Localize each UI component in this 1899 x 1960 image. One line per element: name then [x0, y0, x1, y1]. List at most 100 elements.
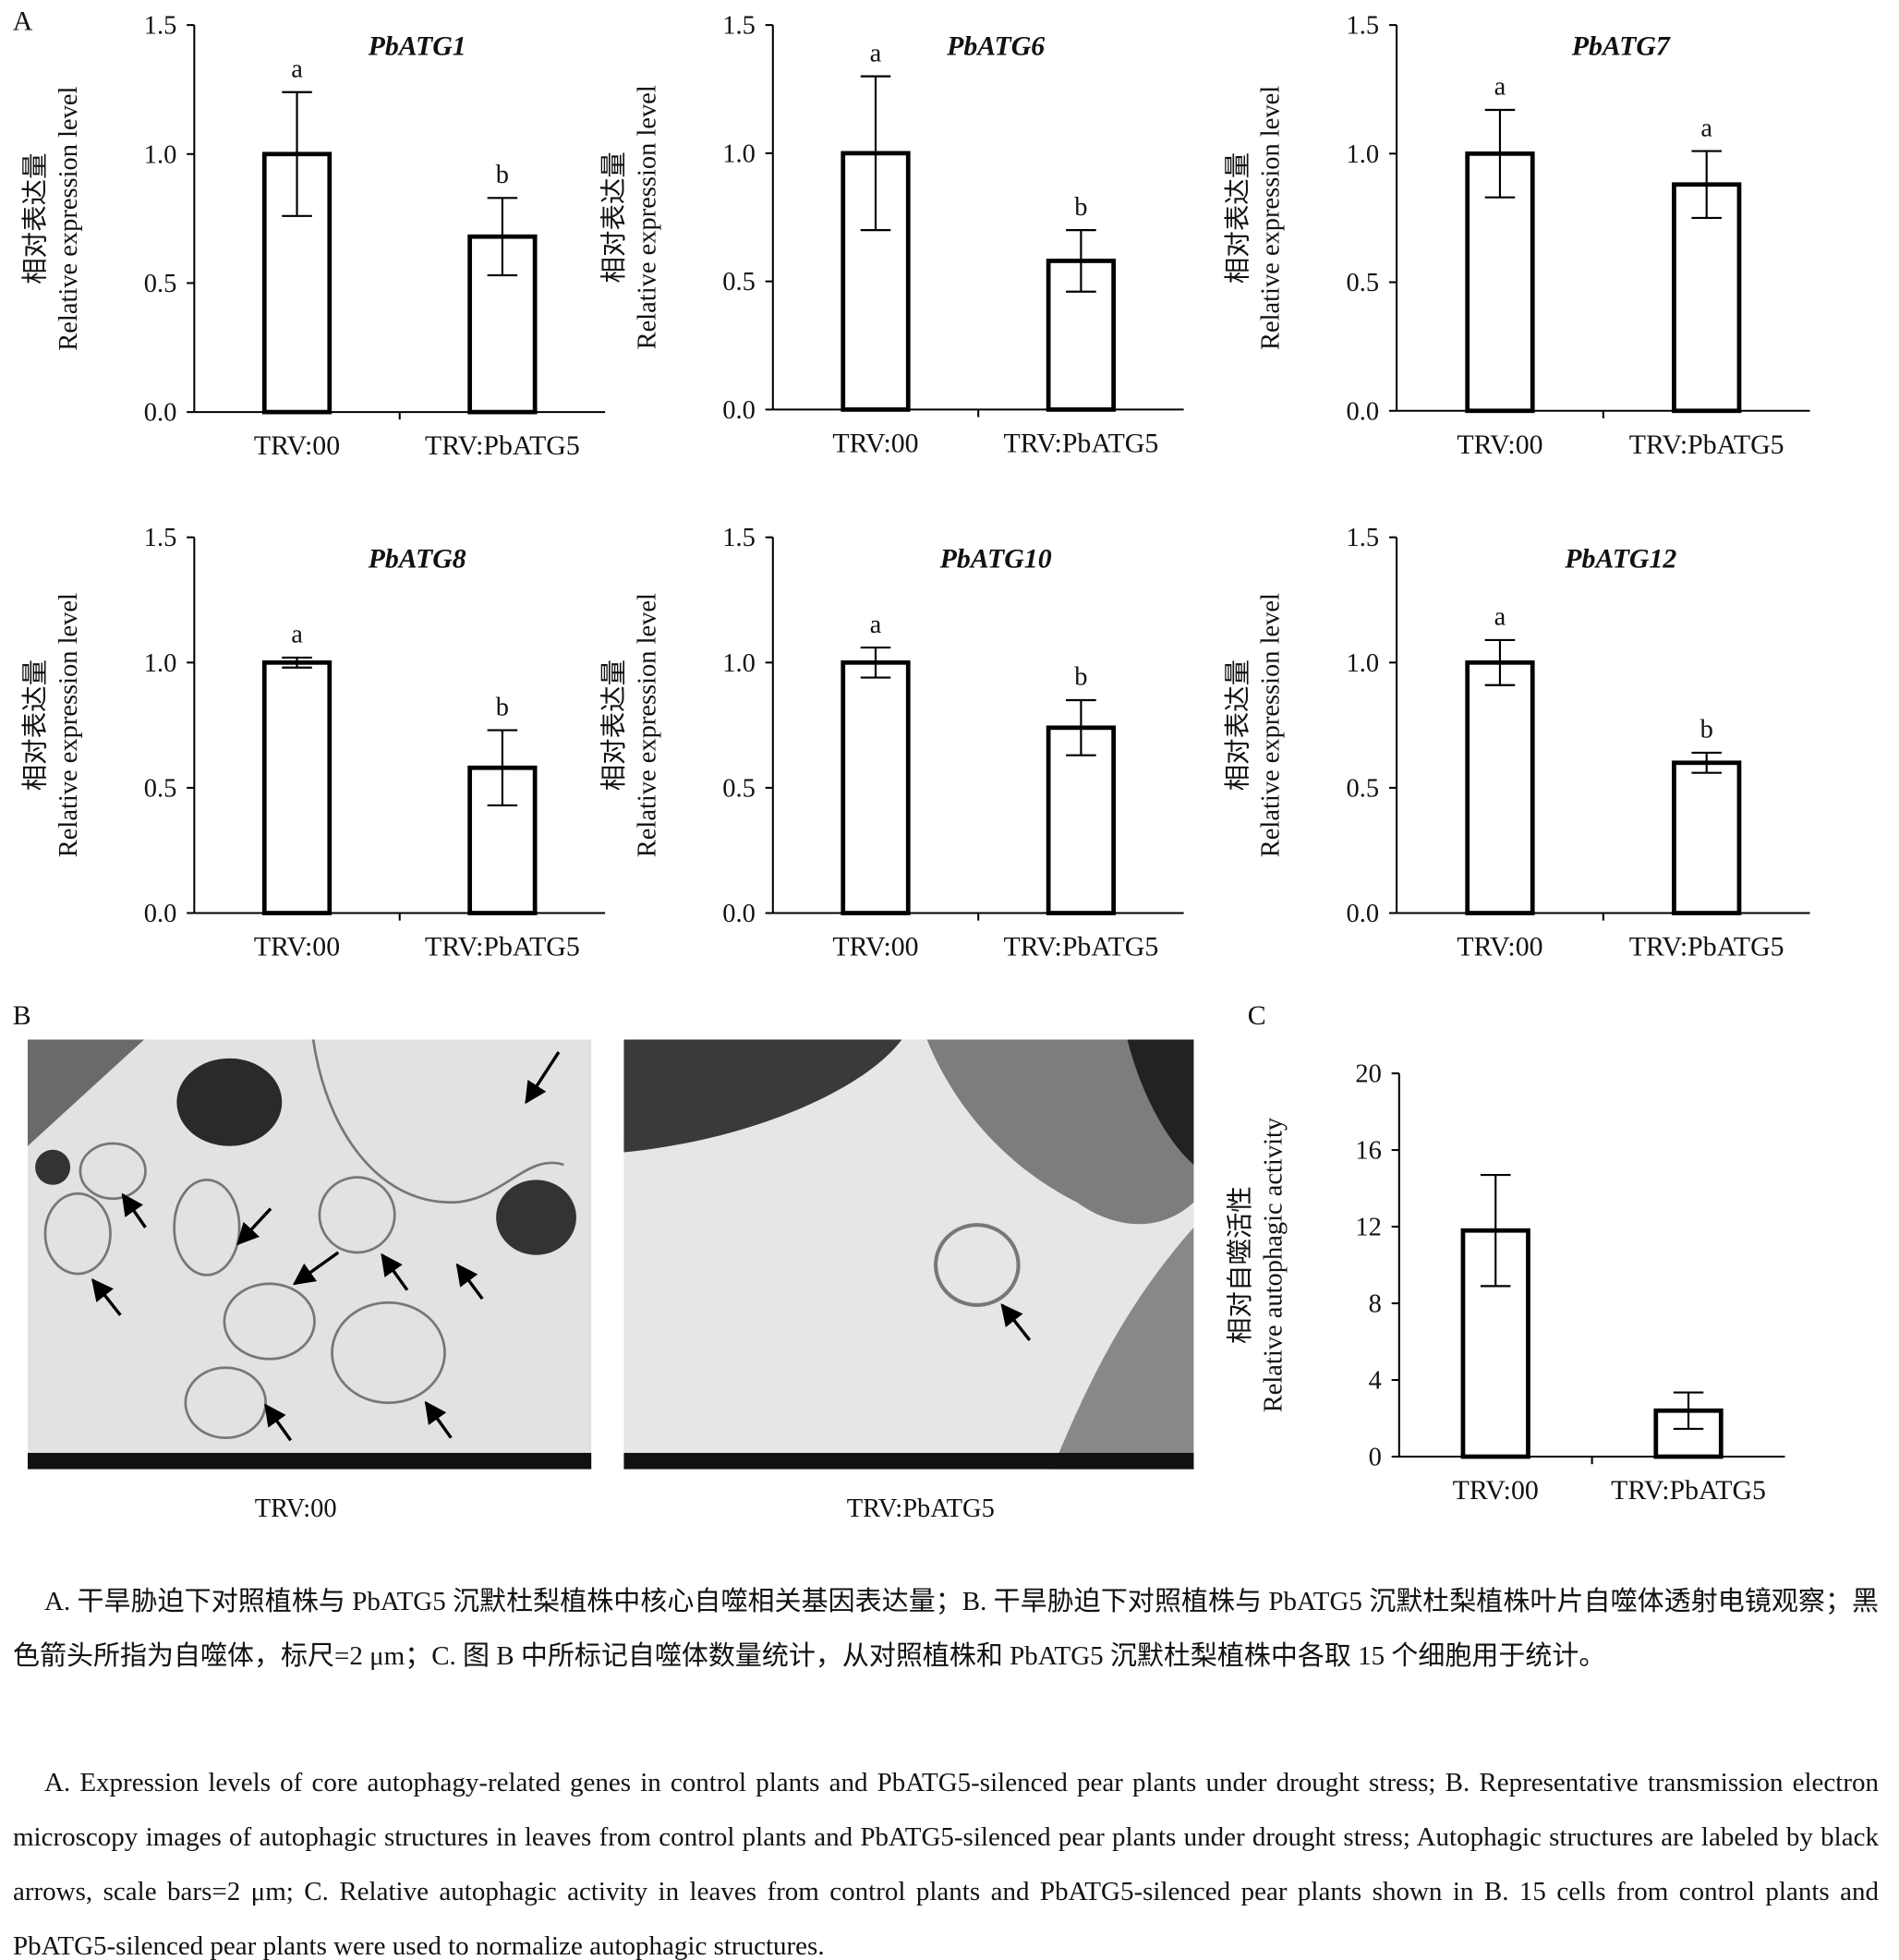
figure-canvas: A B C — [13, 6, 1810, 1523]
y-tick-label: 0.5 — [1347, 269, 1380, 297]
image-label: TRV:00 — [255, 1494, 337, 1523]
panel-label: B — [13, 1000, 31, 1031]
error-bar — [1691, 150, 1722, 220]
significance-letter: a — [1494, 603, 1506, 632]
y-tick-label: 20 — [1355, 1060, 1381, 1089]
y-tick-label: 1.5 — [144, 12, 177, 41]
y-tick-label: 1.0 — [1347, 649, 1380, 678]
panel-label: A — [13, 6, 33, 37]
chart-title: PbATG10 — [939, 543, 1052, 574]
x-tick-label: TRV:00 — [832, 429, 918, 459]
chart-title: PbATG6 — [946, 31, 1045, 62]
bar — [1672, 182, 1742, 414]
y-axis-label: Relative expression level — [1257, 593, 1286, 857]
x-tick-label: TRV:00 — [1453, 1475, 1539, 1506]
significance-letter: b — [496, 693, 509, 721]
y-tick-label: 0.5 — [1347, 774, 1380, 803]
x-tick-label: TRV:PbATG5 — [425, 932, 580, 962]
y-axis-label: 相对表达量 — [21, 659, 51, 791]
y-tick-label: 0.5 — [722, 268, 756, 296]
significance-letter: b — [1700, 716, 1713, 744]
error-bar — [487, 729, 518, 806]
error-bar — [1484, 108, 1516, 199]
y-tick-label: 8 — [1369, 1290, 1382, 1319]
bar — [261, 659, 333, 915]
y-axis-label: 相对表达量 — [21, 152, 51, 284]
x-tick-label: TRV:00 — [1457, 932, 1542, 962]
x-tick-label: TRV:00 — [832, 932, 918, 962]
y-tick-label: 16 — [1355, 1137, 1381, 1166]
y-axis-label: Relative expression level — [633, 85, 661, 349]
y-tick-label: 0.5 — [144, 270, 177, 298]
y-tick-label: 0 — [1369, 1444, 1382, 1472]
x-tick-label: TRV:00 — [254, 430, 340, 461]
y-axis-label: 相对表达量 — [599, 659, 629, 791]
y-axis-label: 相对表达量 — [1223, 659, 1252, 791]
tem-image — [27, 1039, 592, 1470]
y-tick-label: 0.0 — [1347, 900, 1380, 928]
significance-letter: b — [496, 161, 509, 189]
bar — [1046, 725, 1117, 915]
y-tick-label: 0.0 — [144, 399, 177, 428]
error-bar — [1066, 698, 1096, 756]
x-tick-label: TRV:PbATG5 — [1611, 1475, 1766, 1506]
error-bar — [282, 656, 312, 669]
bar — [1460, 1228, 1530, 1459]
significance-letter: a — [870, 39, 882, 67]
x-tick-label: TRV:00 — [1457, 430, 1542, 460]
error-bar — [487, 197, 518, 277]
y-tick-label: 0.5 — [144, 774, 177, 803]
y-tick-label: 12 — [1355, 1214, 1381, 1242]
error-bar — [860, 646, 891, 679]
y-tick-label: 1.0 — [144, 649, 177, 678]
y-tick-label: 0.0 — [722, 900, 756, 928]
y-axis-label: Relative expression level — [54, 86, 83, 350]
x-tick-label: TRV:PbATG5 — [1629, 932, 1784, 962]
error-bar — [1691, 751, 1722, 774]
x-tick-label: TRV:PbATG5 — [425, 430, 580, 461]
significance-letter: a — [1700, 114, 1712, 142]
x-tick-label: TRV:00 — [254, 932, 340, 962]
error-bar — [860, 75, 891, 232]
y-axis-label: Relative expression level — [54, 593, 83, 857]
y-tick-label: 1.5 — [722, 524, 756, 552]
caption-en: A. Expression levels of core autophagy-r… — [13, 1768, 1879, 1960]
y-tick-label: 0.0 — [1347, 397, 1380, 426]
error-bar — [1480, 1173, 1511, 1288]
chart-title: PbATG7 — [1571, 31, 1671, 62]
significance-letter: a — [1494, 73, 1506, 102]
error-bar — [1484, 638, 1516, 686]
x-tick-label: TRV:PbATG5 — [1003, 429, 1158, 459]
panel-label: C — [1248, 1000, 1266, 1031]
tem-image — [623, 1039, 1194, 1470]
error-bar — [1066, 229, 1096, 293]
y-tick-label: 1.0 — [1347, 140, 1380, 169]
y-tick-label: 1.5 — [144, 524, 177, 552]
y-tick-label: 0.0 — [722, 396, 756, 425]
bar — [841, 659, 911, 915]
y-tick-label: 1.5 — [722, 12, 756, 41]
chart-title: PbATG12 — [1564, 543, 1676, 574]
significance-letter: a — [870, 611, 882, 639]
x-tick-label: TRV:PbATG5 — [1629, 430, 1784, 460]
y-axis-label: 相对表达量 — [599, 151, 629, 283]
y-tick-label: 4 — [1369, 1367, 1382, 1396]
y-tick-label: 1.0 — [722, 649, 756, 678]
bar — [467, 765, 538, 915]
y-axis-label: Relative expression level — [633, 593, 661, 857]
significance-letter: b — [1074, 193, 1087, 222]
y-axis-label: Relative expression level — [1257, 86, 1286, 350]
y-tick-label: 1.5 — [1347, 12, 1380, 41]
chart-title: PbATG1 — [368, 31, 466, 62]
bar — [1672, 760, 1742, 915]
chart-title: PbATG8 — [368, 543, 466, 574]
bar — [261, 151, 333, 415]
caption-cn: A. 干旱胁迫下对照植株与 PbATG5 沉默杜梨植株中核心自噬相关基因表达量；… — [13, 1587, 1879, 1671]
x-tick-label: TRV:PbATG5 — [1003, 932, 1158, 962]
error-bar — [282, 91, 312, 217]
y-tick-label: 0.0 — [144, 900, 177, 928]
significance-letter: b — [1074, 663, 1087, 692]
significance-letter: a — [291, 621, 303, 649]
image-label: TRV:PbATG5 — [847, 1494, 995, 1523]
